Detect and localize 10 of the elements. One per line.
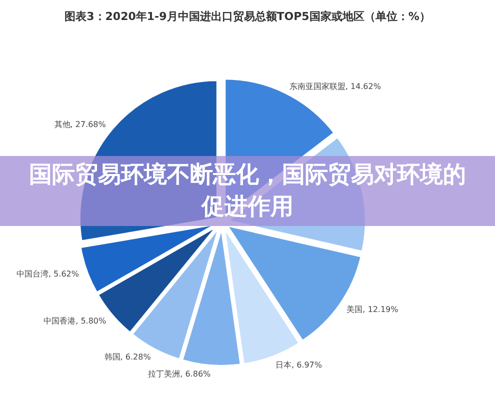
- slice-label: 东南亚国家联盟, 14.62%: [289, 82, 382, 91]
- slice-label: 中国香港, 5.80%: [44, 316, 107, 326]
- chart-title: 图表3：2020年1-9月中国进出口贸易总额TOP5国家或地区（单位：%）: [64, 10, 430, 23]
- slice-label: 其他, 27.68%: [54, 120, 106, 129]
- slice-label: 中国台湾, 5.62%: [16, 269, 80, 278]
- slice-label: 日本, 6.97%: [276, 360, 322, 370]
- text: 国际贸易环境不断恶化，国际贸易对环境的促进作用: [0, 156, 495, 226]
- slice-label: 韩国, 6.28%: [104, 352, 152, 362]
- slice-label: 拉丁美洲, 6.86%: [148, 370, 212, 379]
- slice-label: 美国, 12.19%: [346, 304, 399, 314]
